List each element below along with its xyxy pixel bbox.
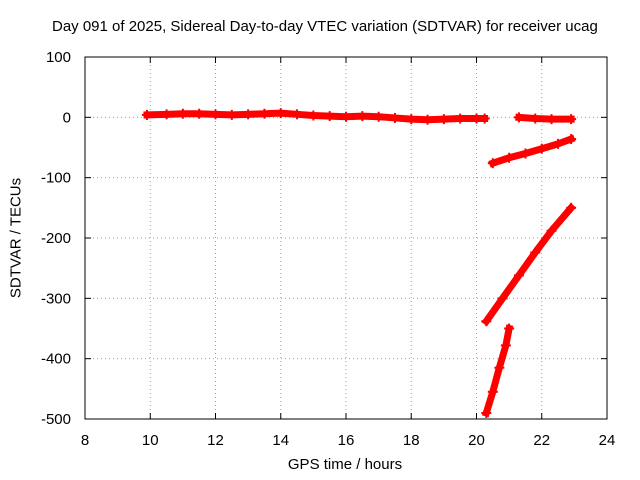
series-2-point: [530, 113, 541, 124]
series-5-point: [481, 407, 492, 418]
series-1-point: [308, 110, 319, 121]
series-line-4: [481, 202, 577, 327]
x-tick-label: 16: [338, 432, 355, 449]
data-series: [141, 108, 577, 418]
series-3-point: [553, 138, 564, 149]
plot-frame: [84, 56, 608, 420]
x-tick-label: 12: [207, 432, 224, 449]
series-1-point: [177, 108, 188, 119]
series-1-point: [292, 109, 303, 120]
x-axis-label: GPS time / hours: [287, 456, 403, 473]
series-line-3: [488, 134, 576, 168]
series-1-point: [479, 113, 490, 124]
y-tick-label: 100: [46, 49, 71, 66]
x-tick-label: 18: [403, 432, 420, 449]
series-2-point: [546, 114, 557, 125]
series-1-point: [161, 109, 172, 120]
series-4-point: [497, 293, 508, 304]
series-1-point: [226, 109, 237, 120]
series-4-point: [481, 316, 492, 327]
y-tick-label: -300: [41, 290, 71, 307]
series-2-point: [566, 114, 577, 125]
x-tick-label: 24: [599, 432, 616, 449]
x-tick-label: 22: [533, 432, 550, 449]
series-1-point: [389, 112, 400, 123]
x-tick-label: 8: [81, 432, 89, 449]
series-1-point: [455, 113, 466, 124]
series-3-point: [536, 143, 547, 154]
series-1-point: [373, 111, 384, 122]
y-tick-label: -100: [41, 170, 71, 187]
series-1-point: [243, 109, 254, 120]
series-2-point: [513, 112, 524, 123]
chart-title: Day 091 of 2025, Sidereal Day-to-day VTE…: [52, 18, 598, 35]
series-3-point: [520, 148, 531, 159]
axis-ticks: 8 10 12 14 16 18 20 22 24 100 0 -100 -200 -300 -400 -50…: [41, 49, 615, 449]
series-5-point: [494, 362, 505, 373]
series-1-point: [194, 108, 205, 119]
series-1-point: [259, 108, 270, 119]
series-3-point: [504, 152, 515, 163]
series-line-2: [515, 113, 575, 123]
series-line-1: [143, 109, 489, 124]
x-tick-label: 10: [142, 432, 159, 449]
y-tick-label: -200: [41, 230, 71, 247]
series-4-point: [530, 247, 541, 258]
y-tick-label: 0: [63, 109, 71, 126]
series-1-point: [141, 109, 152, 120]
y-tick-label: -500: [41, 411, 71, 428]
x-tick-label: 14: [272, 432, 289, 449]
series-1-point: [341, 111, 351, 122]
series-1-point: [324, 111, 335, 122]
series-1-point: [438, 114, 449, 125]
series-4-point: [566, 202, 577, 213]
series-3-point: [487, 158, 498, 169]
series-1-point: [210, 109, 221, 120]
series-5-point: [504, 323, 515, 334]
series-1-point: [275, 108, 286, 119]
series-1-point: [357, 111, 368, 122]
series-5-point: [487, 386, 498, 397]
y-axis-label: SDTVAR / TECUs: [7, 177, 25, 299]
series-5-point: [500, 340, 511, 351]
series-1-point: [406, 114, 417, 125]
series-4-point: [546, 225, 557, 236]
series-4-point: [513, 270, 524, 281]
y-tick-label: -400: [41, 351, 71, 368]
x-tick-label: 20: [468, 432, 485, 449]
series-1-point: [422, 114, 433, 125]
series-3-point: [566, 134, 577, 145]
